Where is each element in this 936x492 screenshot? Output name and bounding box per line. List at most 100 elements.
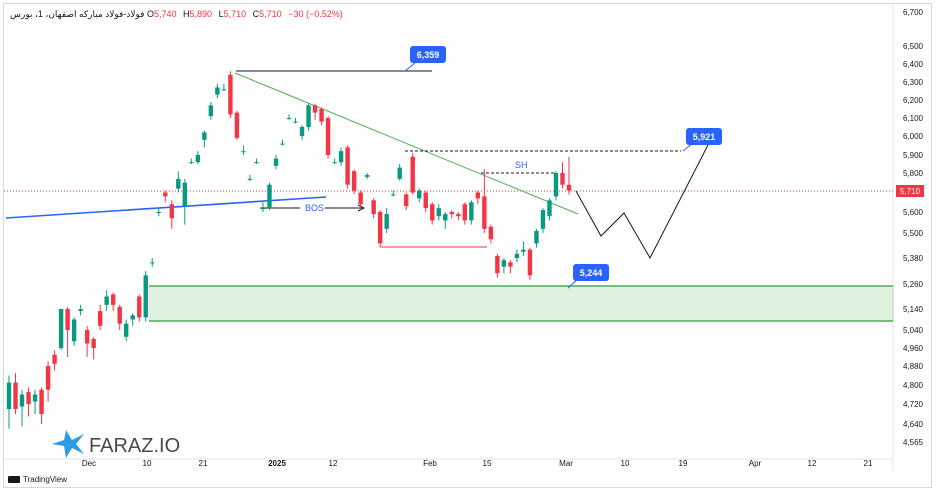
support-callout-box	[573, 264, 609, 281]
candle-body	[156, 212, 161, 213]
candle-body	[78, 309, 83, 312]
support-callout-label: 5,244	[580, 268, 603, 278]
time-tick-label: Apr	[749, 459, 762, 468]
high-value: 5,890	[189, 9, 213, 19]
candle-body	[169, 204, 174, 219]
candle-body	[364, 174, 370, 177]
candle-body	[234, 112, 240, 138]
candle-body	[345, 147, 350, 185]
price-tick-label: 4,800	[903, 381, 924, 390]
candle-body	[456, 214, 461, 217]
green-trendline	[234, 72, 579, 215]
time-tick-label: 12	[808, 459, 817, 468]
candle-body	[150, 262, 155, 264]
candle-body	[45, 366, 51, 390]
time-tick-label: 10	[143, 459, 152, 468]
open-label: O	[146, 9, 154, 19]
sh-label: SH	[515, 160, 528, 170]
candle-body	[527, 249, 533, 276]
candle-body	[397, 167, 402, 179]
time-tick-label: 19	[679, 459, 688, 468]
price-tick-label: 6,400	[903, 60, 924, 69]
candle-body	[540, 210, 546, 229]
candle-body	[91, 339, 96, 348]
candle-body	[280, 143, 285, 145]
price-tick-label: 5,900	[903, 151, 924, 160]
candle-body	[32, 394, 38, 402]
candle-body	[247, 178, 253, 180]
high-callout-leader	[404, 62, 416, 72]
time-tick-label: 10	[621, 459, 630, 468]
candle-body	[312, 105, 318, 113]
price-tick-label: 6,700	[903, 8, 924, 17]
price-tick-label: 5,600	[903, 208, 924, 217]
candle-body	[482, 196, 487, 229]
candle-body	[449, 212, 454, 215]
candle-body	[110, 294, 116, 305]
candle-body	[560, 173, 565, 185]
time-tick-label: 15	[483, 459, 492, 468]
candle-body	[137, 296, 142, 318]
price-tick-label: 5,500	[903, 229, 924, 238]
candle-body	[273, 158, 279, 166]
time-tick-label: 12	[329, 459, 338, 468]
price-axis[interactable]: 6,700 6,500 6,400 6,300 6,200 6,100 6,000 5,900…	[903, 8, 924, 447]
time-axis[interactable]: Dec 10 21 2025 12 Feb 15 Mar 10 19 Apr 12 21	[82, 459, 873, 468]
candle-body	[547, 200, 552, 217]
candles-layer	[6, 71, 572, 429]
candle-body	[462, 204, 468, 221]
price-tick-label: 5,140	[903, 305, 924, 314]
candle-body	[71, 319, 77, 342]
candle-body	[436, 208, 441, 217]
close-label: C	[252, 9, 260, 19]
price-tick-label: 5,800	[903, 169, 924, 178]
candle-body	[332, 162, 337, 164]
close-value: 5,710	[259, 9, 282, 19]
candle-body	[534, 230, 539, 244]
candle-body	[241, 151, 246, 153]
candle-body	[508, 262, 513, 267]
candle-body	[221, 89, 227, 91]
candle-body	[371, 200, 376, 215]
symbol-name[interactable]: فولاد-فولاد مبارکه اصفهان، 1، بورس	[10, 9, 145, 19]
candle-body	[566, 184, 572, 191]
candle-body	[430, 204, 435, 221]
candle-body	[495, 255, 500, 274]
forecast-path	[575, 144, 709, 260]
high-label: H	[183, 9, 190, 19]
candle-body	[130, 315, 135, 320]
candle-body	[384, 214, 389, 229]
candle-body	[319, 109, 324, 122]
tradingview-branding[interactable]: TradingView	[8, 475, 67, 484]
price-tick-label: 6,500	[903, 42, 924, 51]
time-tick-label: Feb	[423, 459, 437, 468]
candle-body	[52, 354, 57, 364]
tradingview-logo-icon	[8, 476, 20, 483]
candle-body	[58, 309, 64, 348]
candle-body	[182, 182, 188, 207]
chart-static-layer: BOS SH 6,359 5,921 5,244 5,710 FARAZ.IO	[4, 4, 924, 471]
candle-body	[6, 382, 12, 409]
price-tick-label: 4,960	[903, 344, 924, 353]
candle-body	[521, 249, 526, 252]
last-price-tag	[896, 185, 924, 197]
price-tick-label: 4,720	[903, 400, 924, 409]
faraz-logo: FARAZ.IO	[52, 430, 180, 458]
candle-body	[358, 192, 363, 205]
low-value: 5,710	[223, 9, 247, 19]
candle-body	[553, 173, 559, 197]
price-tick-label: 5,040	[903, 326, 924, 335]
time-tick-label: 21	[864, 459, 873, 468]
candle-body	[488, 226, 494, 240]
price-tick-label: 6,000	[903, 132, 924, 141]
candle-body	[26, 392, 31, 404]
low-label: L	[218, 9, 224, 19]
candle-body	[84, 330, 90, 344]
candle-body	[189, 162, 194, 164]
candle-body	[390, 194, 396, 196]
candle-body	[65, 309, 70, 330]
candle-body	[417, 190, 422, 199]
price-tick-label: 5,380	[903, 254, 924, 263]
candle-body	[443, 214, 448, 221]
